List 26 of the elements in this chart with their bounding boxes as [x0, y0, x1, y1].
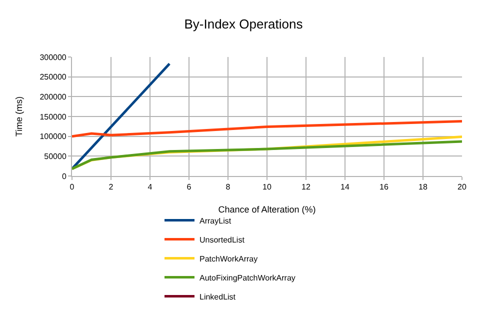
- chart-title: By-Index Operations: [184, 16, 304, 32]
- legend-label: UnsortedList: [200, 235, 246, 244]
- x-tick-label: 16: [380, 182, 389, 192]
- x-tick-label: 12: [302, 182, 311, 192]
- legend-label: LinkedList: [200, 292, 236, 302]
- y-tick-label: 150000: [40, 112, 67, 122]
- x-tick-label: 6: [186, 182, 192, 192]
- y-tick-label: 0: [62, 172, 67, 181]
- legend-label: PatchWorkArray: [200, 254, 258, 264]
- x-axis-title: Chance of Alteration (%): [218, 204, 316, 214]
- x-tick-label: 0: [70, 182, 75, 192]
- x-tick-label: 18: [418, 182, 428, 192]
- x-tick-label: 8: [226, 182, 231, 192]
- x-tick-label: 2: [108, 182, 114, 192]
- y-tick-label: 50000: [44, 152, 67, 161]
- y-tick-label: 300000: [40, 52, 67, 62]
- x-tick-label: 20: [458, 182, 467, 192]
- y-tick-label: 250000: [40, 72, 67, 82]
- x-tick-label: 14: [340, 182, 350, 192]
- x-tick-label: 4: [148, 182, 153, 192]
- y-tick-label: 200000: [40, 92, 67, 102]
- legend-label: AutoFixingPatchWorkArray: [200, 273, 296, 282]
- legend-label: ArrayList: [200, 216, 232, 226]
- y-axis-title: Time (ms): [14, 96, 24, 137]
- y-tick-label: 100000: [40, 132, 67, 142]
- x-tick-label: 10: [262, 182, 272, 192]
